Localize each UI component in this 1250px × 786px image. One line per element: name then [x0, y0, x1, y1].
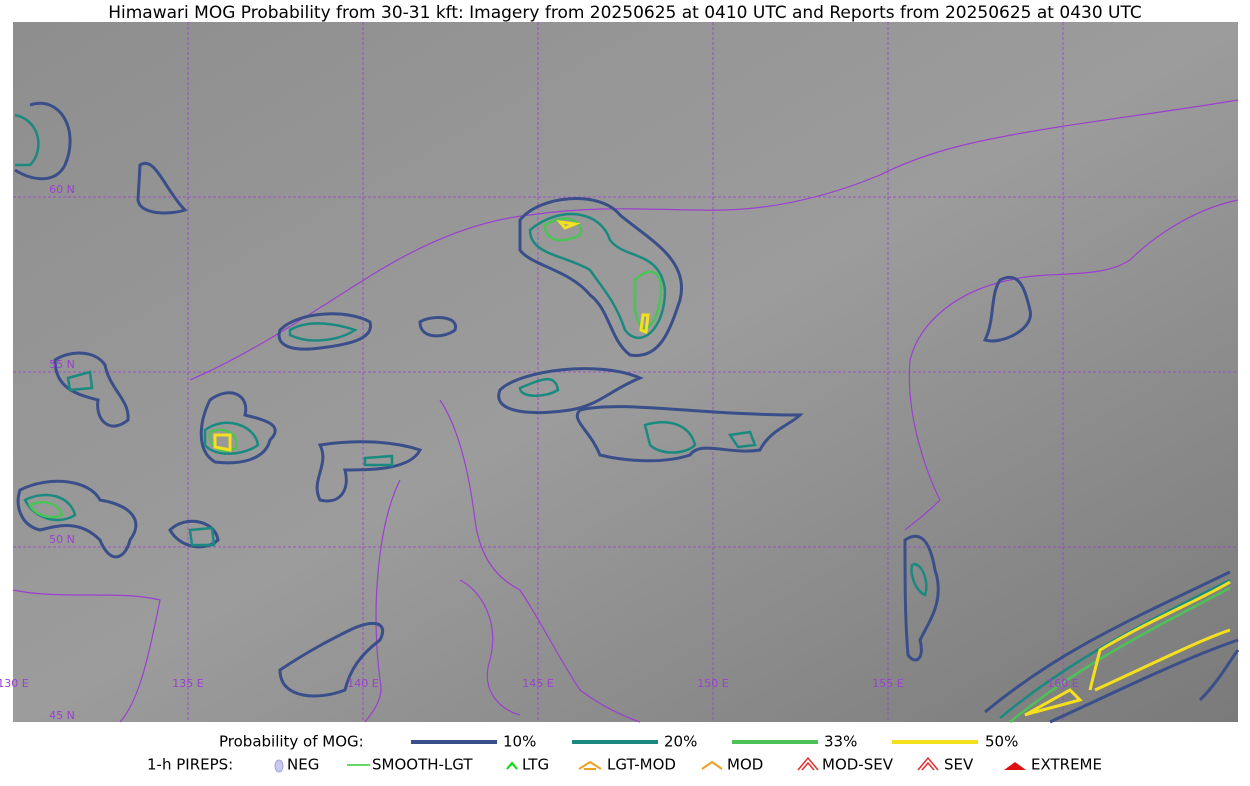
geo-labels: 130 E 135 E 140 E 145 E 150 E 155 E 160 …	[0, 183, 1079, 722]
legend-icon	[701, 760, 723, 770]
lon-label: 145 E	[522, 677, 553, 690]
lon-label: 150 E	[697, 677, 728, 690]
legend-item: 20%	[664, 733, 697, 751]
lon-label: 140 E	[347, 677, 378, 690]
legend-icon	[917, 756, 939, 771]
legend-icon	[797, 756, 819, 771]
lon-label: 160 E	[1047, 677, 1078, 690]
lat-label: 50 N	[49, 533, 75, 546]
lat-label: 55 N	[49, 358, 75, 371]
lon-label: 130 E	[0, 677, 29, 690]
title: Himawari MOG Probability from 30-31 kft:…	[108, 3, 1142, 23]
legend-icon	[1004, 762, 1026, 770]
mog-contours	[14, 101, 1240, 724]
legend-item: SMOOTH-LGT	[372, 756, 473, 774]
lon-label: 135 E	[172, 677, 203, 690]
legend-icon	[274, 759, 284, 773]
legend-item: MOD	[727, 756, 763, 774]
legend-item: EXTREME	[1031, 756, 1102, 774]
legend-icon	[578, 760, 602, 770]
legend-item: NEG	[287, 756, 319, 774]
legend-item: 50%	[985, 733, 1018, 751]
legend-item: 33%	[824, 733, 857, 751]
legend-item: SEV	[944, 756, 974, 774]
lat-label: 60 N	[49, 183, 75, 196]
legend-item: 10%	[503, 733, 536, 751]
coastlines	[12, 99, 1239, 723]
legend-item: MOD-SEV	[822, 756, 894, 774]
legend-item: LTG	[522, 756, 549, 774]
legend-title: 1-h PIREPS:	[147, 756, 233, 774]
legend: Probability of MOG: 10% 20% 33% 50% 1-h …	[147, 733, 1102, 774]
lat-label: 45 N	[49, 709, 75, 722]
lon-label: 155 E	[872, 677, 903, 690]
legend-icon	[506, 761, 518, 770]
legend-item: LGT-MOD	[607, 756, 676, 774]
legend-title: Probability of MOG:	[219, 733, 364, 751]
